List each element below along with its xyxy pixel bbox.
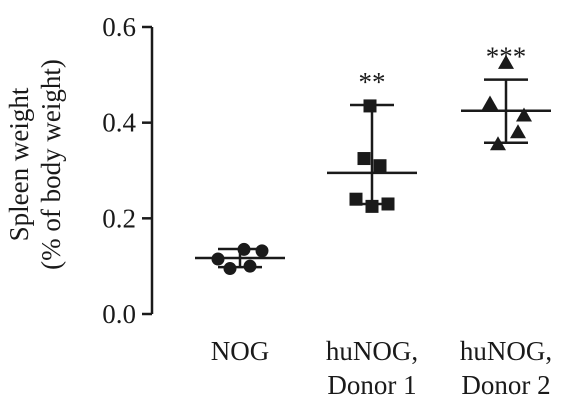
data-point (490, 136, 506, 151)
y-tick-label: 0.0 (102, 299, 136, 329)
y-axis-title-line: Spleen weight (4, 87, 34, 241)
group-1: ** (327, 67, 417, 213)
data-point (357, 152, 371, 166)
significance-label: *** (486, 42, 527, 72)
x-category-label-line: NOG (211, 336, 270, 366)
x-category-label-line: Donor 2 (461, 370, 550, 400)
y-tick-label: 0.4 (102, 108, 136, 138)
y-axis-label: Spleen weight(% of body weight) (4, 59, 66, 270)
x-axis-labels: NOG huNOG, Donor 1 huNOG, Donor 2 (211, 336, 552, 400)
y-tick-label: 0.6 (102, 12, 136, 42)
y-axis-title: Spleen weight(% of body weight) (4, 59, 66, 270)
x-category-label: huNOG, Donor 2 (460, 336, 552, 400)
data-point (363, 99, 377, 113)
x-category-label-line: huNOG, (460, 336, 552, 366)
y-tick-label: 0.2 (102, 203, 136, 233)
data-point (516, 107, 532, 122)
data-point (211, 252, 225, 266)
y-axis: 0.0 0.2 0.4 0.6 (102, 12, 154, 329)
y-axis-title-line: (% of body weight) (36, 59, 66, 270)
group-2: *** (461, 42, 551, 151)
data-point (365, 199, 379, 213)
data-point (223, 262, 237, 276)
data-point (510, 124, 526, 139)
significance-label: ** (359, 67, 386, 97)
data-point (498, 54, 514, 69)
data-point (237, 242, 251, 256)
data-point (255, 244, 269, 258)
data-point (243, 259, 257, 273)
plot-area: ***** (195, 42, 551, 276)
x-category-label-line: Donor 1 (327, 370, 416, 400)
data-point (349, 192, 363, 206)
x-category-label-line: huNOG, (326, 336, 418, 366)
x-category-label: NOG (211, 336, 270, 366)
data-point (482, 95, 498, 110)
data-point (381, 197, 395, 211)
x-category-label: huNOG, Donor 1 (326, 336, 418, 400)
group-0 (195, 242, 285, 276)
data-point (373, 159, 387, 173)
